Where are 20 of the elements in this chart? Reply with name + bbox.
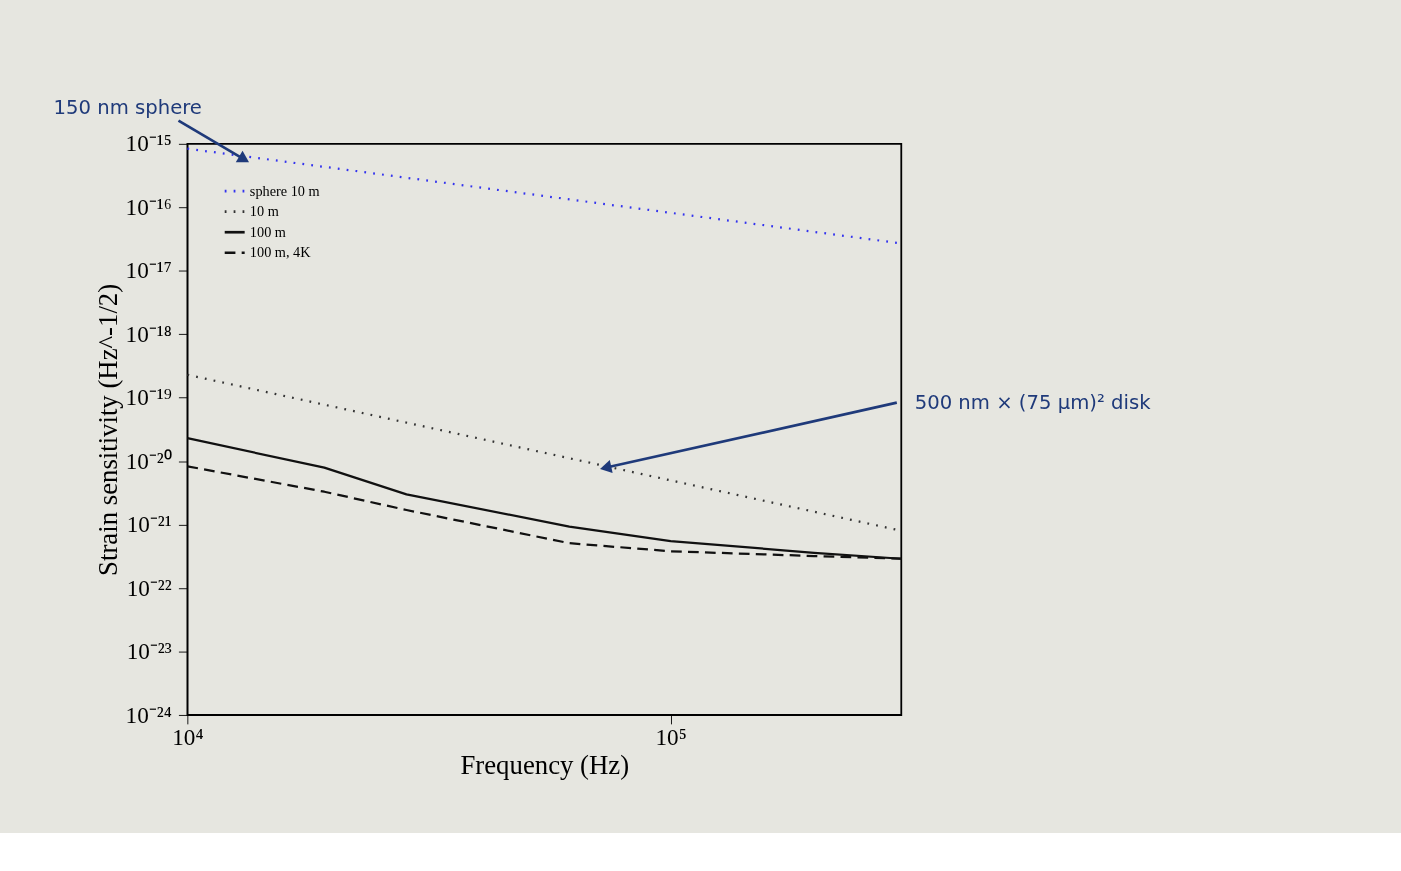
legend-label: sphere 10 m bbox=[249, 182, 320, 199]
legend-label: 100 m bbox=[249, 223, 286, 240]
y-tick-label: 10⁻¹⁸ bbox=[125, 320, 172, 347]
legend-label: 10 m bbox=[249, 203, 279, 220]
y-tick-label: 10⁻¹⁶ bbox=[125, 193, 172, 220]
y-tick-label: 10⁻²⁴ bbox=[125, 701, 172, 728]
y-tick-label: 10⁻²² bbox=[126, 574, 172, 601]
annotation: 500 nm × (75 μm)² disk bbox=[914, 390, 1152, 414]
y-tick-label: 10⁻¹⁹ bbox=[125, 384, 172, 411]
y-tick-label: 10⁻¹⁵ bbox=[125, 130, 172, 157]
y-tick-label: 10⁻²³ bbox=[126, 638, 172, 665]
y-axis-title: Strain sensitivity (Hz^-1/2) bbox=[92, 283, 123, 576]
y-tick-label: 10⁻²⁰ bbox=[125, 447, 172, 474]
x-axis-title: Frequency (Hz) bbox=[460, 750, 630, 781]
x-tick-label: 10⁴ bbox=[172, 723, 204, 750]
y-tick-label: 10⁻²¹ bbox=[126, 511, 172, 538]
legend-label: 100 m, 4K bbox=[249, 244, 312, 261]
x-tick-label: 10⁵ bbox=[655, 723, 687, 750]
y-tick-label: 10⁻¹⁷ bbox=[125, 257, 172, 284]
annotation: 150 nm sphere bbox=[53, 96, 202, 120]
